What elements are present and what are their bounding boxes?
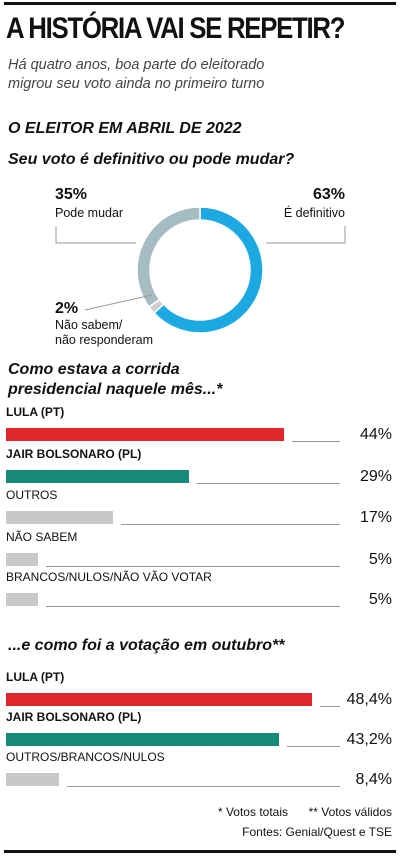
bar [6,773,60,786]
section-title: O ELEITOR EM ABRIL DE 2022 [8,120,242,137]
bar [6,511,114,524]
connector [319,706,340,707]
chart-title: Como estava a corrida presidencial naque… [8,361,223,398]
donut-value-label: 35% [55,186,88,203]
connector [121,524,340,525]
bar-value-label: 17% [359,509,392,526]
bar-category-label: OUTROS [6,488,58,502]
bar [6,733,280,746]
connector [266,226,346,244]
connector [292,441,340,442]
title: A HISTÓRIA VAI SE REPETIR? [6,12,345,45]
bottom-rule [4,850,396,853]
connector [45,566,340,567]
bar-category-label: NÃO SABEM [6,530,78,544]
bar-category-label: JAIR BOLSONARO (PL) [6,710,142,724]
bar-value-label: 43,2% [346,731,392,748]
bar [6,593,38,606]
donut-slice [136,206,201,309]
donut-value-label: 63% [312,186,345,203]
connector [197,483,340,484]
connector [287,746,340,747]
connector [45,606,340,607]
bar [6,693,312,706]
donut-category-label: Não sabem/ não responderam [55,318,153,347]
connector [55,226,136,244]
bar [6,470,190,483]
bar-value-label: 5% [368,551,392,568]
bar [6,428,285,441]
bar-category-label: BRANCOS/NULOS/NÃO VÃO VOTAR [6,570,212,584]
donut-value-label: 2% [55,300,79,317]
bar-category-label: JAIR BOLSONARO (PL) [6,447,142,461]
connector [67,786,340,787]
bar-category-label: LULA (PT) [6,405,65,419]
bar-value-label: 44% [359,426,392,443]
bar-value-label: 8,4% [355,771,392,788]
bar-value-label: 5% [368,591,392,608]
subtitle: Há quatro anos, boa parte do eleitorado … [8,57,265,92]
source: Fontes: Genial/Quest e TSE [242,825,392,839]
chart-title: ...e como foi a votação em outubro** [8,637,285,654]
footnote: ** Votos válidos [308,805,392,819]
footnote: * Votos totais [217,805,288,819]
bar [6,553,38,566]
donut-category-label: É definitivo [283,206,345,220]
top-rule [4,2,396,5]
bar-category-label: LULA (PT) [6,670,65,684]
bar-value-label: 48,4% [346,691,392,708]
donut-category-label: Pode mudar [55,206,124,220]
bar-value-label: 29% [359,468,392,485]
bar-category-label: OUTROS/BRANCOS/NULOS [6,750,165,764]
connector [84,294,153,311]
chart-title: Seu voto é definitivo ou pode mudar? [8,151,295,168]
